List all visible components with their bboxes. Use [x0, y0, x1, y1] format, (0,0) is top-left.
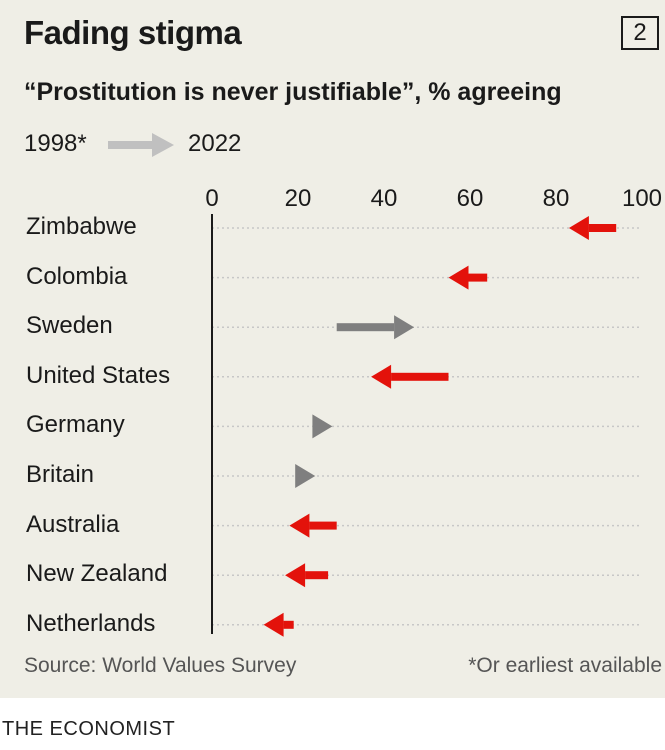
category-label: Zimbabwe: [26, 213, 137, 240]
arrow-head: [263, 612, 284, 637]
arrow-netherlands: [263, 612, 294, 637]
arrow-britain: [295, 464, 316, 488]
arrow-united-states: [371, 364, 449, 389]
arrow-shaft: [588, 224, 617, 232]
arrow-germany: [312, 414, 333, 439]
arrow-shaft: [305, 571, 329, 580]
category-label: Sweden: [26, 312, 113, 340]
chart-panel: Fading stigma 2 “Prostitution is never j…: [0, 0, 665, 698]
arrow-head: [312, 414, 333, 439]
source-note: Source: World Values Survey: [24, 654, 297, 677]
arrow-head: [394, 315, 415, 340]
arrow-head: [295, 464, 316, 488]
arrow-shaft: [309, 521, 337, 530]
category-label: Britain: [26, 461, 95, 488]
category-label: United States: [26, 361, 171, 389]
legend-arrow-icon: [108, 133, 174, 157]
category-label: Netherlands: [26, 609, 156, 637]
plot-area: 0 20 40 60 80 100: [205, 185, 662, 637]
arrow-shaft: [336, 323, 395, 332]
x-tick-label: 80: [543, 185, 570, 212]
arrow-shaft: [391, 372, 449, 381]
chart-subtitle: “Prostitution is never justifiable”, % a…: [24, 78, 562, 106]
category-label: Australia: [26, 510, 120, 538]
arrow-head: [371, 364, 392, 389]
chart-title: Fading stigma: [24, 14, 242, 51]
x-tick-label: 60: [457, 185, 484, 212]
legend-end-label: 2022: [188, 130, 242, 157]
arrow-sweden: [336, 315, 415, 340]
arrow-head: [448, 265, 469, 290]
arrow-zimbabwe: [568, 216, 617, 240]
category-label: Germany: [26, 411, 125, 439]
arrow-head: [568, 216, 589, 240]
x-tick-label: 40: [371, 185, 398, 212]
arrow-australia: [289, 513, 337, 538]
category-label: New Zealand: [26, 560, 168, 588]
publisher-brand: THE ECONOMIST: [2, 718, 176, 740]
chart-number-badge: 2: [621, 16, 659, 50]
arrow-colombia: [448, 265, 488, 290]
x-tick-label: 20: [285, 185, 312, 212]
legend-start-label: 1998*: [24, 130, 87, 157]
arrow-shaft: [283, 620, 294, 629]
footnote: *Or earliest available: [468, 654, 662, 677]
x-tick-label: 100: [622, 185, 662, 212]
category-label: Colombia: [26, 262, 128, 290]
x-tick-label: 0: [205, 185, 218, 212]
arrow-new-zealand: [285, 563, 329, 588]
arrow-head: [285, 563, 306, 588]
arrow-shaft: [468, 273, 488, 282]
arrow-head: [289, 513, 310, 538]
